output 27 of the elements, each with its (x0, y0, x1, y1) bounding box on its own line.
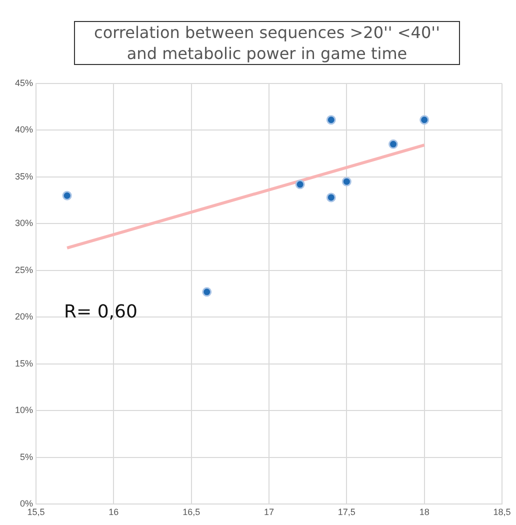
point (342, 176, 352, 186)
chart-title: correlation between sequences >20'' <40'' and metabolic power in game time (74, 21, 460, 65)
x-tick-label: 15,5 (27, 507, 45, 518)
y-tick-label: 0% (20, 498, 34, 509)
y-tick-label: 35% (15, 171, 34, 182)
y-tick-label: 30% (15, 218, 34, 228)
point (62, 190, 72, 200)
x-tick-label: 16,5 (182, 507, 200, 518)
x-tick-label: 16 (108, 507, 119, 518)
y-tick-label: 20% (15, 312, 34, 322)
y-tick-label: 40% (15, 124, 34, 135)
point (202, 287, 212, 297)
point (388, 139, 398, 149)
y-tick-label: 5% (20, 452, 34, 462)
x-tick-label: 17,5 (338, 507, 356, 518)
x-tick-label: 17 (264, 507, 274, 518)
point (326, 192, 336, 202)
y-tick-label: 25% (15, 264, 34, 275)
point (326, 115, 336, 125)
x-tick-label: 18 (419, 507, 430, 518)
point (420, 115, 430, 125)
y-tick-label: 15% (15, 358, 34, 368)
x-tick-label: 18,5 (493, 507, 511, 518)
annotation: R= 0,60 (64, 301, 138, 322)
point (295, 180, 305, 190)
y-tick-label: 45% (15, 78, 34, 88)
y-tick-label: 10% (15, 405, 34, 416)
